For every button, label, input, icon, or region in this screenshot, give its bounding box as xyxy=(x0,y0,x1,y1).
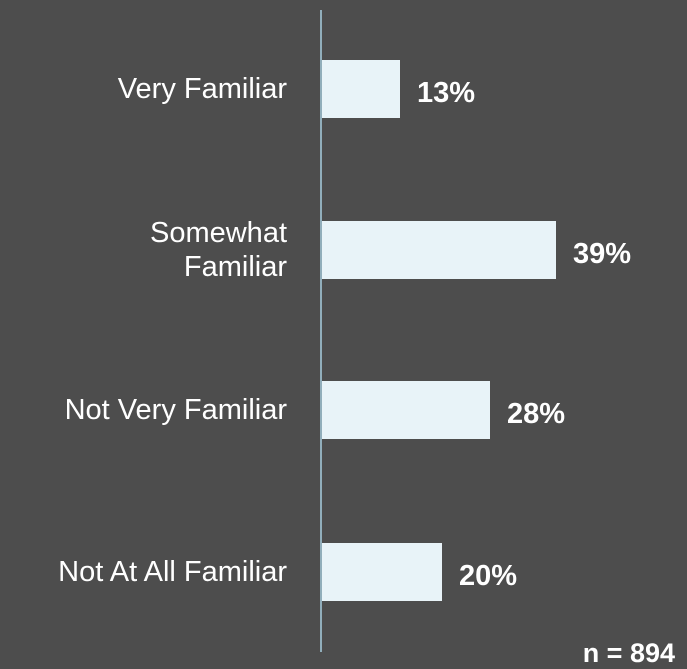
bar-somewhat-familiar xyxy=(322,221,556,279)
bar-very-familiar xyxy=(322,60,400,118)
value-label-group: 13% 39% 28% 20% xyxy=(417,77,631,592)
value-label-very-familiar: 13% xyxy=(417,77,475,109)
value-label-not-at-all-familiar: 20% xyxy=(459,560,517,592)
bar-not-at-all-familiar xyxy=(322,543,442,601)
category-label-group: Very Familiar Somewhat Familiar Not Very Fa… xyxy=(58,73,287,588)
bar-not-very-familiar xyxy=(322,381,490,439)
value-label-somewhat-familiar: 39% xyxy=(573,238,631,270)
value-label-not-very-familiar: 28% xyxy=(507,398,565,430)
category-label-not-at-all-familiar: Not At All Familiar xyxy=(58,556,287,588)
bar-group xyxy=(322,60,556,601)
category-label-not-very-familiar: Not Very Familiar xyxy=(65,394,288,426)
category-label-very-familiar: Very Familiar xyxy=(118,73,288,105)
sample-size-note: n = 894 xyxy=(582,638,675,668)
category-label-somewhat-familiar: Somewhat Familiar xyxy=(150,217,287,283)
